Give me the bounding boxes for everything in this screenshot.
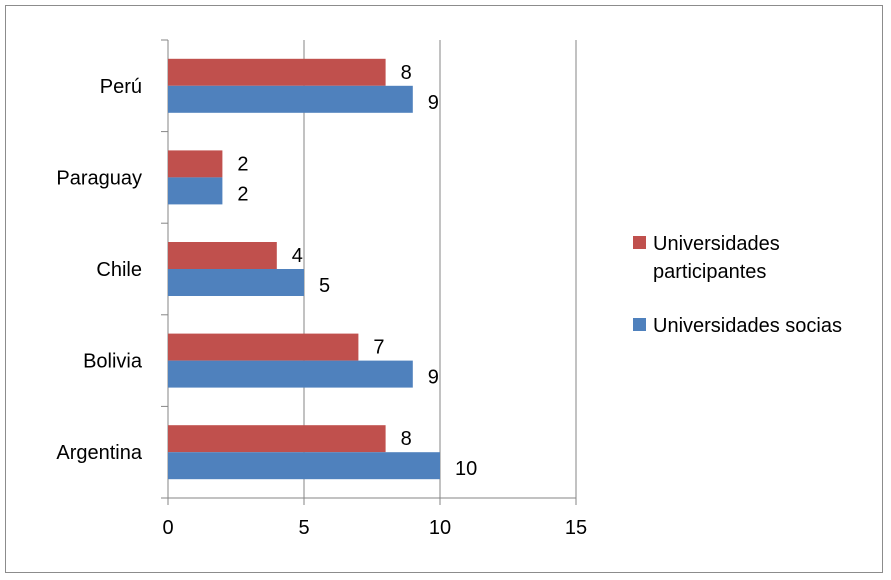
- labels: 0 5 10 15810Argentina79Bolivia45Chile22Para…: [56, 62, 587, 539]
- legend: Universidades participantes Universidades …: [633, 233, 842, 337]
- category-label: Argentina: [56, 442, 142, 464]
- bar-participantes-argentina: [168, 425, 386, 453]
- legend-label-socias: Universidades socias: [653, 315, 842, 337]
- bar-socias-argentina: [168, 452, 440, 480]
- x-tick-label: 15: [565, 517, 587, 539]
- category-label: Paraguay: [56, 167, 142, 189]
- bar-participantes-chile: [168, 242, 277, 269]
- bar-socias-chile: [168, 269, 304, 296]
- bar-participantes-perú: [168, 58, 386, 86]
- value-label-socias: 9: [428, 367, 439, 389]
- value-label-socias: 2: [237, 183, 248, 205]
- x-tick-label: 0: [162, 517, 173, 539]
- value-label-participantes: 8: [401, 62, 412, 84]
- x-tick-label: 10: [429, 517, 451, 539]
- x-tick-label: 5: [298, 517, 309, 539]
- legend-label-participantes: Universidades participantes: [653, 233, 780, 283]
- value-label-participantes: 7: [373, 337, 384, 359]
- value-label-socias: 9: [428, 92, 439, 114]
- category-label: Bolivia: [83, 351, 143, 373]
- value-label-socias: 5: [319, 275, 330, 297]
- bars: [168, 58, 440, 480]
- legend-swatch-socias: [633, 318, 646, 331]
- value-label-participantes: 2: [237, 153, 248, 175]
- value-label-participantes: 8: [401, 428, 412, 450]
- value-label-participantes: 4: [292, 245, 303, 267]
- value-label-socias: 10: [455, 458, 477, 480]
- category-label: Perú: [100, 76, 142, 98]
- legend-swatch-participantes: [633, 236, 646, 249]
- bar-participantes-bolivia: [168, 333, 359, 361]
- bar-socias-perú: [168, 85, 413, 113]
- bar-participantes-paraguay: [168, 150, 223, 178]
- chart-frame: [5, 5, 883, 573]
- bar-socias-bolivia: [168, 360, 413, 388]
- bar-socias-paraguay: [168, 177, 223, 205]
- category-label: Chile: [96, 259, 142, 281]
